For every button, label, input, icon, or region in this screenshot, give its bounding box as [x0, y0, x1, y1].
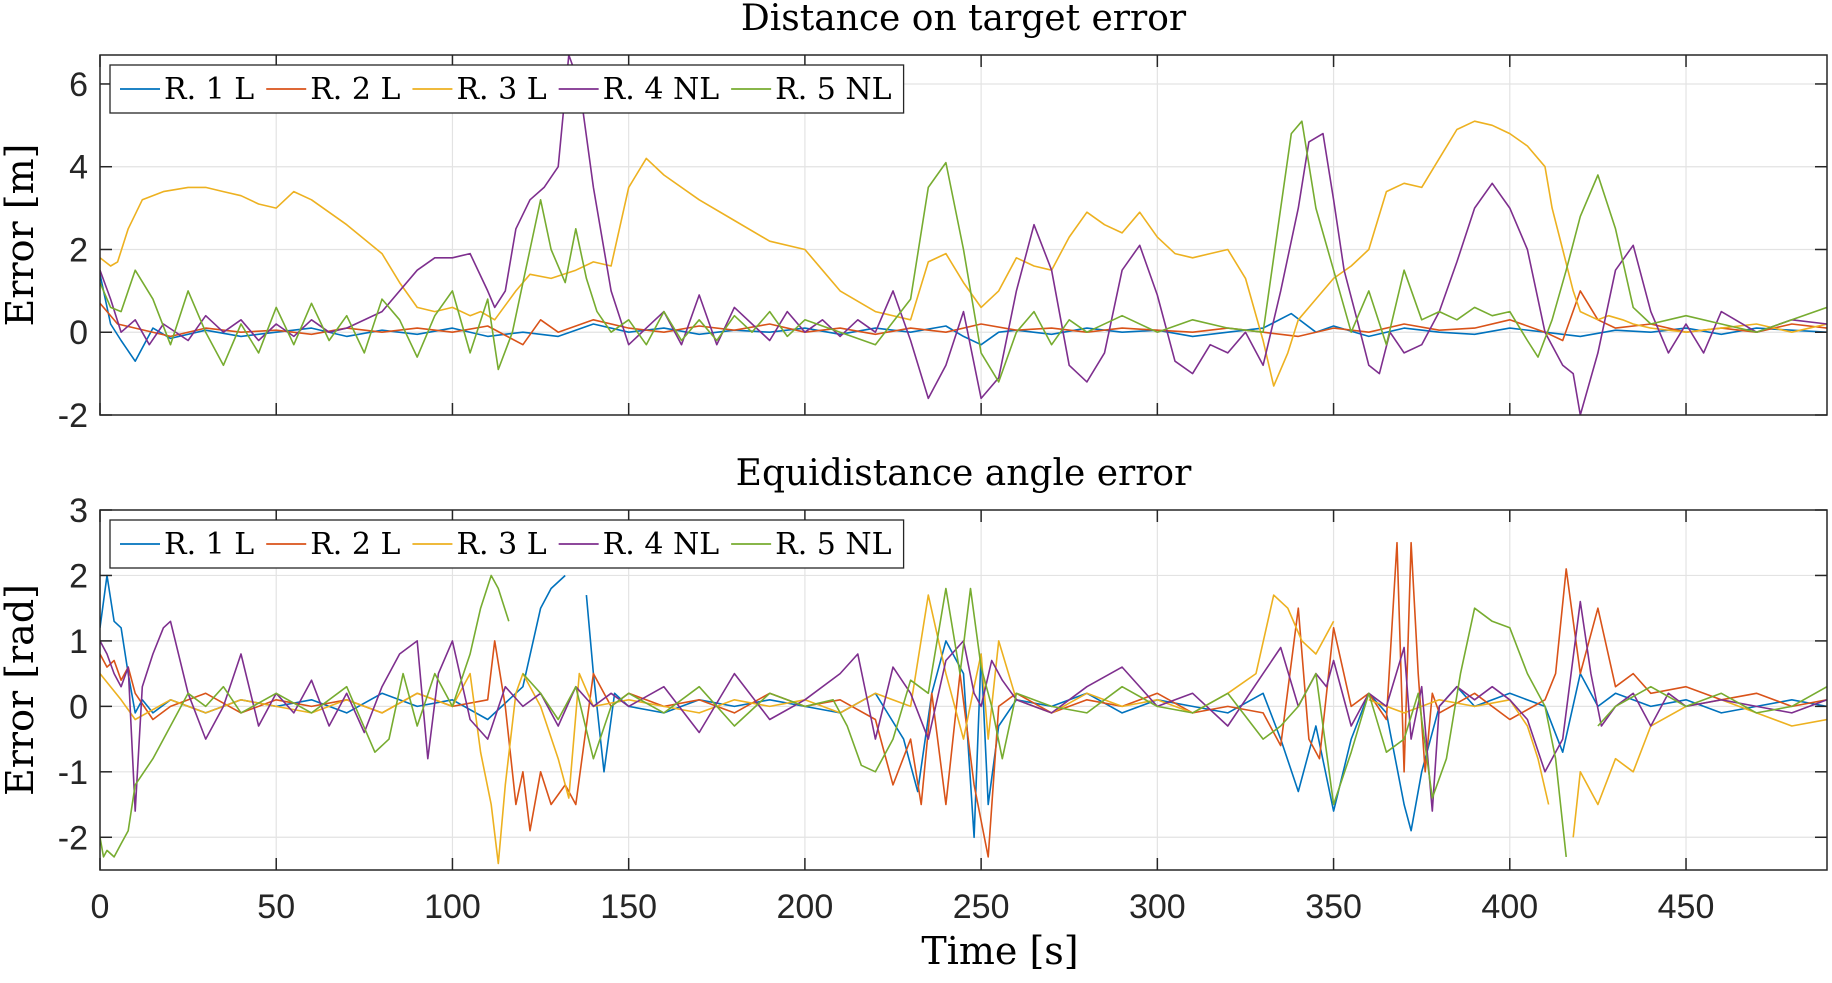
- series-line-r-1-l: [100, 274, 1827, 362]
- x-tick-label: 0: [91, 888, 110, 926]
- legend-entry: R. 2 L: [310, 527, 400, 562]
- y-tick-label: 4: [69, 149, 88, 187]
- series-line-r-5-nl: [100, 574, 1827, 858]
- series-line-r-3-l: [100, 120, 1827, 387]
- y-axis-label: Error [m]: [0, 144, 42, 327]
- legend-entry: R. 4 NL: [603, 527, 720, 562]
- legend-entry: R. 1 L: [164, 527, 254, 562]
- legend-box: [109, 519, 905, 569]
- y-tick-label: -2: [58, 819, 88, 857]
- x-tick-label: 400: [1481, 888, 1538, 926]
- panel-distance-error: -2 0 2 4 6 Distance on target error Error [m] R…: [0, 0, 1828, 435]
- chart-title: Distance on target error: [741, 0, 1187, 39]
- y-tick-label: -2: [58, 397, 88, 435]
- series-line-r-4-nl: [100, 55, 1827, 415]
- series-line-r-2-l: [100, 290, 1827, 346]
- y-tick-label: 6: [69, 66, 88, 104]
- x-tick-label: 450: [1658, 888, 1715, 926]
- legend-box: [109, 64, 905, 114]
- series-line-r-4-nl: [100, 600, 1827, 812]
- x-tick-label: 100: [424, 888, 481, 926]
- y-tick-label: 2: [69, 557, 88, 595]
- y-tick-label: 0: [69, 688, 88, 726]
- legend-entry: R. 1 L: [164, 72, 254, 107]
- x-tick-label: 150: [600, 888, 657, 926]
- x-tick-label: 250: [953, 888, 1010, 926]
- y-axis-label: Error [rad]: [0, 584, 42, 796]
- y-tick-label: 1: [69, 623, 88, 661]
- x-tick-label: 350: [1305, 888, 1362, 926]
- legend: R. 1 L R. 2 L R. 3 L R. 4 NL R. 5 NL: [109, 64, 905, 114]
- legend-entry: R. 4 NL: [603, 72, 720, 107]
- axes-box: [99, 54, 1828, 416]
- series-line-r-5-nl: [100, 120, 1827, 383]
- chart-title: Equidistance angle error: [736, 453, 1192, 494]
- legend-entry: R. 3 L: [456, 527, 546, 562]
- x-tick-label: 200: [777, 888, 834, 926]
- legend-entry: R. 3 L: [456, 72, 546, 107]
- x-axis-label: Time [s]: [921, 929, 1078, 973]
- axes-box: [99, 509, 1828, 871]
- legend-entry: R. 5 NL: [775, 72, 892, 107]
- legend: R. 1 L R. 2 L R. 3 L R. 4 NL R. 5 NL: [109, 519, 905, 569]
- plot-area: [100, 541, 1827, 865]
- plot-area: [100, 55, 1827, 415]
- y-tick-label: -1: [58, 754, 88, 792]
- x-tick-label: 50: [257, 888, 295, 926]
- legend-entry: R. 2 L: [310, 72, 400, 107]
- legend-entry: R. 5 NL: [775, 527, 892, 562]
- x-tick-label: 300: [1129, 888, 1186, 926]
- y-tick-label: 3: [69, 492, 88, 530]
- y-tick-label: 2: [69, 231, 88, 269]
- y-tick-label: 0: [69, 314, 88, 352]
- panel-angle-error: 0 50 100 150 200 250 300 350 400 450 -2 -1 0 1 2 3 Equid…: [0, 453, 1828, 926]
